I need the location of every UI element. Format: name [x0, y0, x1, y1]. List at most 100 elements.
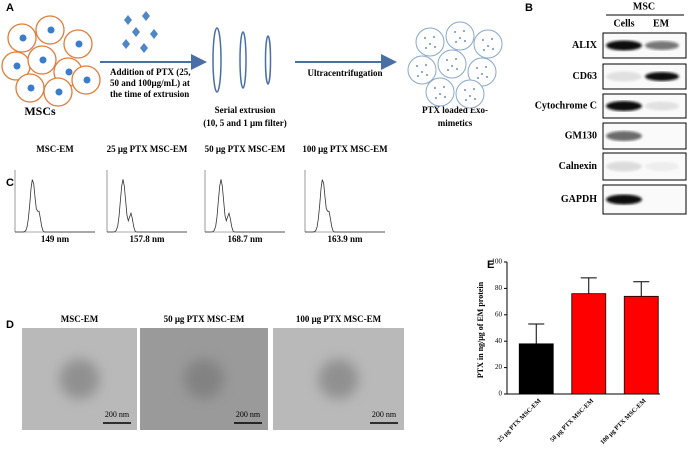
image-title: MSC-EM: [61, 314, 99, 324]
band: [645, 41, 679, 50]
exo-mimetic: [437, 49, 467, 79]
size-label: 149 nm: [41, 234, 70, 244]
exo-mimetic: [473, 29, 503, 59]
drug-dot: [421, 71, 423, 73]
exo-mimetic: [407, 55, 437, 85]
drug-icon: [122, 39, 130, 49]
band: [606, 40, 642, 51]
panel-label: B: [525, 2, 533, 14]
size-label: 163.9 nm: [327, 234, 363, 244]
band: [606, 194, 642, 205]
extrusion-text: (10, 5 and 1 μm filter): [203, 118, 287, 128]
nucleus: [75, 40, 83, 48]
graph-title: MSC-EM: [36, 144, 74, 154]
extrusion-text: Serial extrusion: [215, 105, 276, 115]
drug-dot: [474, 98, 476, 100]
size-label: 168.7 nm: [227, 234, 263, 244]
band: [645, 72, 679, 81]
drug-dot: [473, 88, 475, 90]
ultracentrifugation-text: Ultracentrifugation: [308, 68, 383, 78]
error-bar: [633, 281, 650, 297]
cells-label: MSCs: [24, 104, 56, 118]
band: [645, 101, 679, 111]
exo-mimetic: [415, 27, 445, 57]
drug-dot: [456, 68, 458, 70]
band: [606, 101, 642, 111]
nucleus: [19, 34, 27, 42]
scale-label: 200 nm: [105, 410, 130, 419]
nucleus: [83, 76, 91, 84]
error-bar: [580, 277, 597, 294]
drug-icon: [140, 43, 148, 53]
error-bar: [528, 323, 545, 344]
nucleus: [27, 84, 35, 92]
filter: [264, 35, 272, 85]
size-curve: [305, 179, 385, 233]
drug-dot: [492, 48, 494, 50]
drug-dot: [476, 67, 478, 69]
row-label: ALIX: [572, 40, 598, 51]
drug-dot: [463, 30, 465, 32]
drug-dot: [435, 97, 437, 99]
size-curve: [15, 179, 95, 233]
nucleus: [39, 56, 47, 64]
drug-dot: [482, 39, 484, 41]
filter: [239, 31, 247, 89]
drug-dot: [486, 76, 488, 78]
drug-dot: [451, 65, 453, 67]
drug-dot: [416, 65, 418, 67]
nucleus: [55, 88, 63, 96]
nucleus: [47, 26, 55, 34]
graph-title: 25 μg PTX MSC-EM: [107, 144, 188, 154]
row-label: GM130: [565, 130, 597, 141]
y-tick-label: 40: [495, 337, 503, 345]
row-label: GAPDH: [561, 194, 597, 205]
bar: [571, 293, 607, 395]
size-label: 157.8 nm: [129, 234, 165, 244]
y-axis-label: PTX in ng/μg of EM protein: [476, 281, 485, 378]
drug-dot: [454, 31, 456, 33]
band: [645, 162, 679, 171]
product-text: PTX loaded Exo-: [422, 105, 488, 115]
group-label: MSC: [633, 1, 655, 12]
bar: [623, 295, 659, 395]
y-tick-label: 80: [495, 284, 503, 292]
size-curve: [205, 179, 285, 233]
panel-label: D: [6, 319, 14, 331]
nucleus: [13, 62, 21, 70]
panel-label: C: [6, 177, 14, 189]
drug-dot: [429, 43, 431, 45]
drug-dot: [439, 93, 441, 95]
y-tick-label: 60: [495, 310, 503, 318]
drug-dot: [434, 87, 436, 89]
x-tick-label: 100 μg PTX MSC-EM: [599, 398, 648, 447]
drug-dot: [485, 66, 487, 68]
drug-dot: [447, 69, 449, 71]
drug-icon: [142, 11, 150, 21]
drug-dot: [455, 41, 457, 43]
size-curve: [107, 179, 187, 233]
drug-dot: [483, 49, 485, 51]
exo-mimetic: [455, 79, 485, 109]
drug-dot: [487, 45, 489, 47]
drug-dot: [417, 75, 419, 77]
drug-icon: [132, 27, 140, 37]
panel-label: A: [6, 2, 14, 14]
row-label: CD63: [573, 71, 597, 82]
figure-content: A MSCs Addition of PTX (25, 50 and 100μg…: [1, 1, 687, 447]
vesicle: [318, 359, 359, 399]
scale-label: 200 nm: [236, 410, 261, 419]
column-label: Cells: [613, 18, 634, 29]
drug-dot: [425, 64, 427, 66]
row-label: Calnexin: [559, 161, 598, 172]
exo-mimetic: [445, 21, 475, 51]
drug-dot: [464, 40, 466, 42]
drug-dot: [446, 59, 448, 61]
vesicle: [59, 359, 100, 399]
y-tick-label: 0: [499, 390, 503, 398]
band: [606, 161, 642, 172]
drug-dot: [481, 73, 483, 75]
drug-dot: [491, 38, 493, 40]
image-title: 50 μg PTX MSC-EM: [164, 314, 245, 324]
graph-title: 100 μg PTX MSC-EM: [302, 144, 388, 154]
